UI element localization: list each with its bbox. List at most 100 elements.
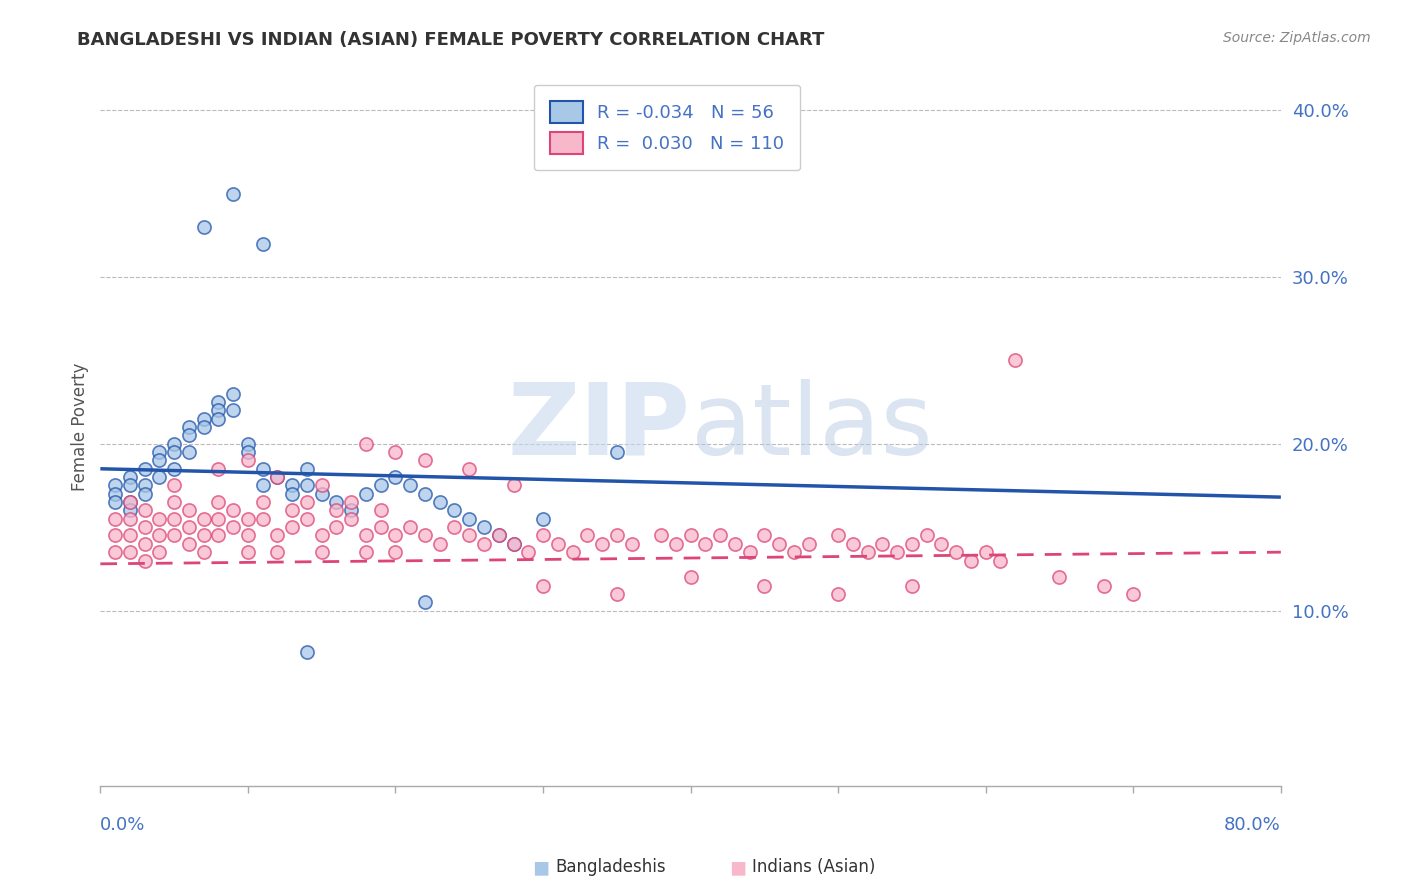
Point [148,528,170,542]
Point [295,645,318,659]
Point [134,478,156,492]
Point [252,495,274,509]
Point [177,503,200,517]
Point [370,503,392,517]
Point [104,512,127,526]
Point [665,537,688,551]
Point [207,462,229,476]
Point [827,528,849,542]
Text: atlas: atlas [690,378,932,475]
Point [222,403,245,417]
Point [222,186,245,201]
Point [340,512,363,526]
Y-axis label: Female Poverty: Female Poverty [72,363,89,491]
Point [295,478,318,492]
Point [281,503,304,517]
Point [502,478,524,492]
Point [354,436,377,450]
Point [148,453,170,467]
Point [207,403,229,417]
Point [163,478,186,492]
Point [399,520,422,534]
Point [974,545,997,559]
Point [502,537,524,551]
Text: ZIP: ZIP [508,378,690,475]
Point [1049,570,1071,584]
Point [163,495,186,509]
Point [193,528,215,542]
Point [413,595,436,609]
Point [606,587,628,601]
Point [104,545,127,559]
Point [399,478,422,492]
Point [118,495,141,509]
Point [429,495,451,509]
Point [517,545,540,559]
Point [370,520,392,534]
Point [295,462,318,476]
Point [252,512,274,526]
Point [163,512,186,526]
Point [606,528,628,542]
Point [842,537,865,551]
Point [960,553,983,567]
Text: ◼: ◼ [533,857,550,877]
Point [738,545,761,559]
Point [134,462,156,476]
Point [236,545,259,559]
Point [134,487,156,501]
Point [384,445,406,459]
Text: Source: ZipAtlas.com: Source: ZipAtlas.com [1223,31,1371,45]
Point [193,219,215,234]
Point [458,528,481,542]
Point [472,520,495,534]
Point [783,545,806,559]
Point [118,478,141,492]
Point [118,545,141,559]
Point [429,537,451,551]
Point [281,478,304,492]
Point [236,436,259,450]
Point [177,428,200,442]
Point [148,445,170,459]
Point [561,545,583,559]
Point [797,537,820,551]
Point [163,445,186,459]
Point [266,470,288,484]
Point [266,470,288,484]
Point [606,445,628,459]
Point [340,495,363,509]
Point [1004,353,1026,368]
Point [443,503,465,517]
Point [872,537,894,551]
Point [413,453,436,467]
Point [901,537,924,551]
Point [311,545,333,559]
Point [295,512,318,526]
Point [222,520,245,534]
Point [193,545,215,559]
Point [709,528,731,542]
Point [458,512,481,526]
Point [325,495,347,509]
Point [281,520,304,534]
Point [591,537,613,551]
Point [193,411,215,425]
Point [266,528,288,542]
Point [177,520,200,534]
Point [252,462,274,476]
Point [134,537,156,551]
Point [207,528,229,542]
Point [576,528,599,542]
Point [1122,587,1144,601]
Point [325,503,347,517]
Point [222,386,245,401]
Point [340,503,363,517]
Point [148,545,170,559]
Point [193,512,215,526]
Point [413,487,436,501]
Point [754,528,776,542]
Point [1092,578,1115,592]
Point [104,495,127,509]
Point [856,545,879,559]
